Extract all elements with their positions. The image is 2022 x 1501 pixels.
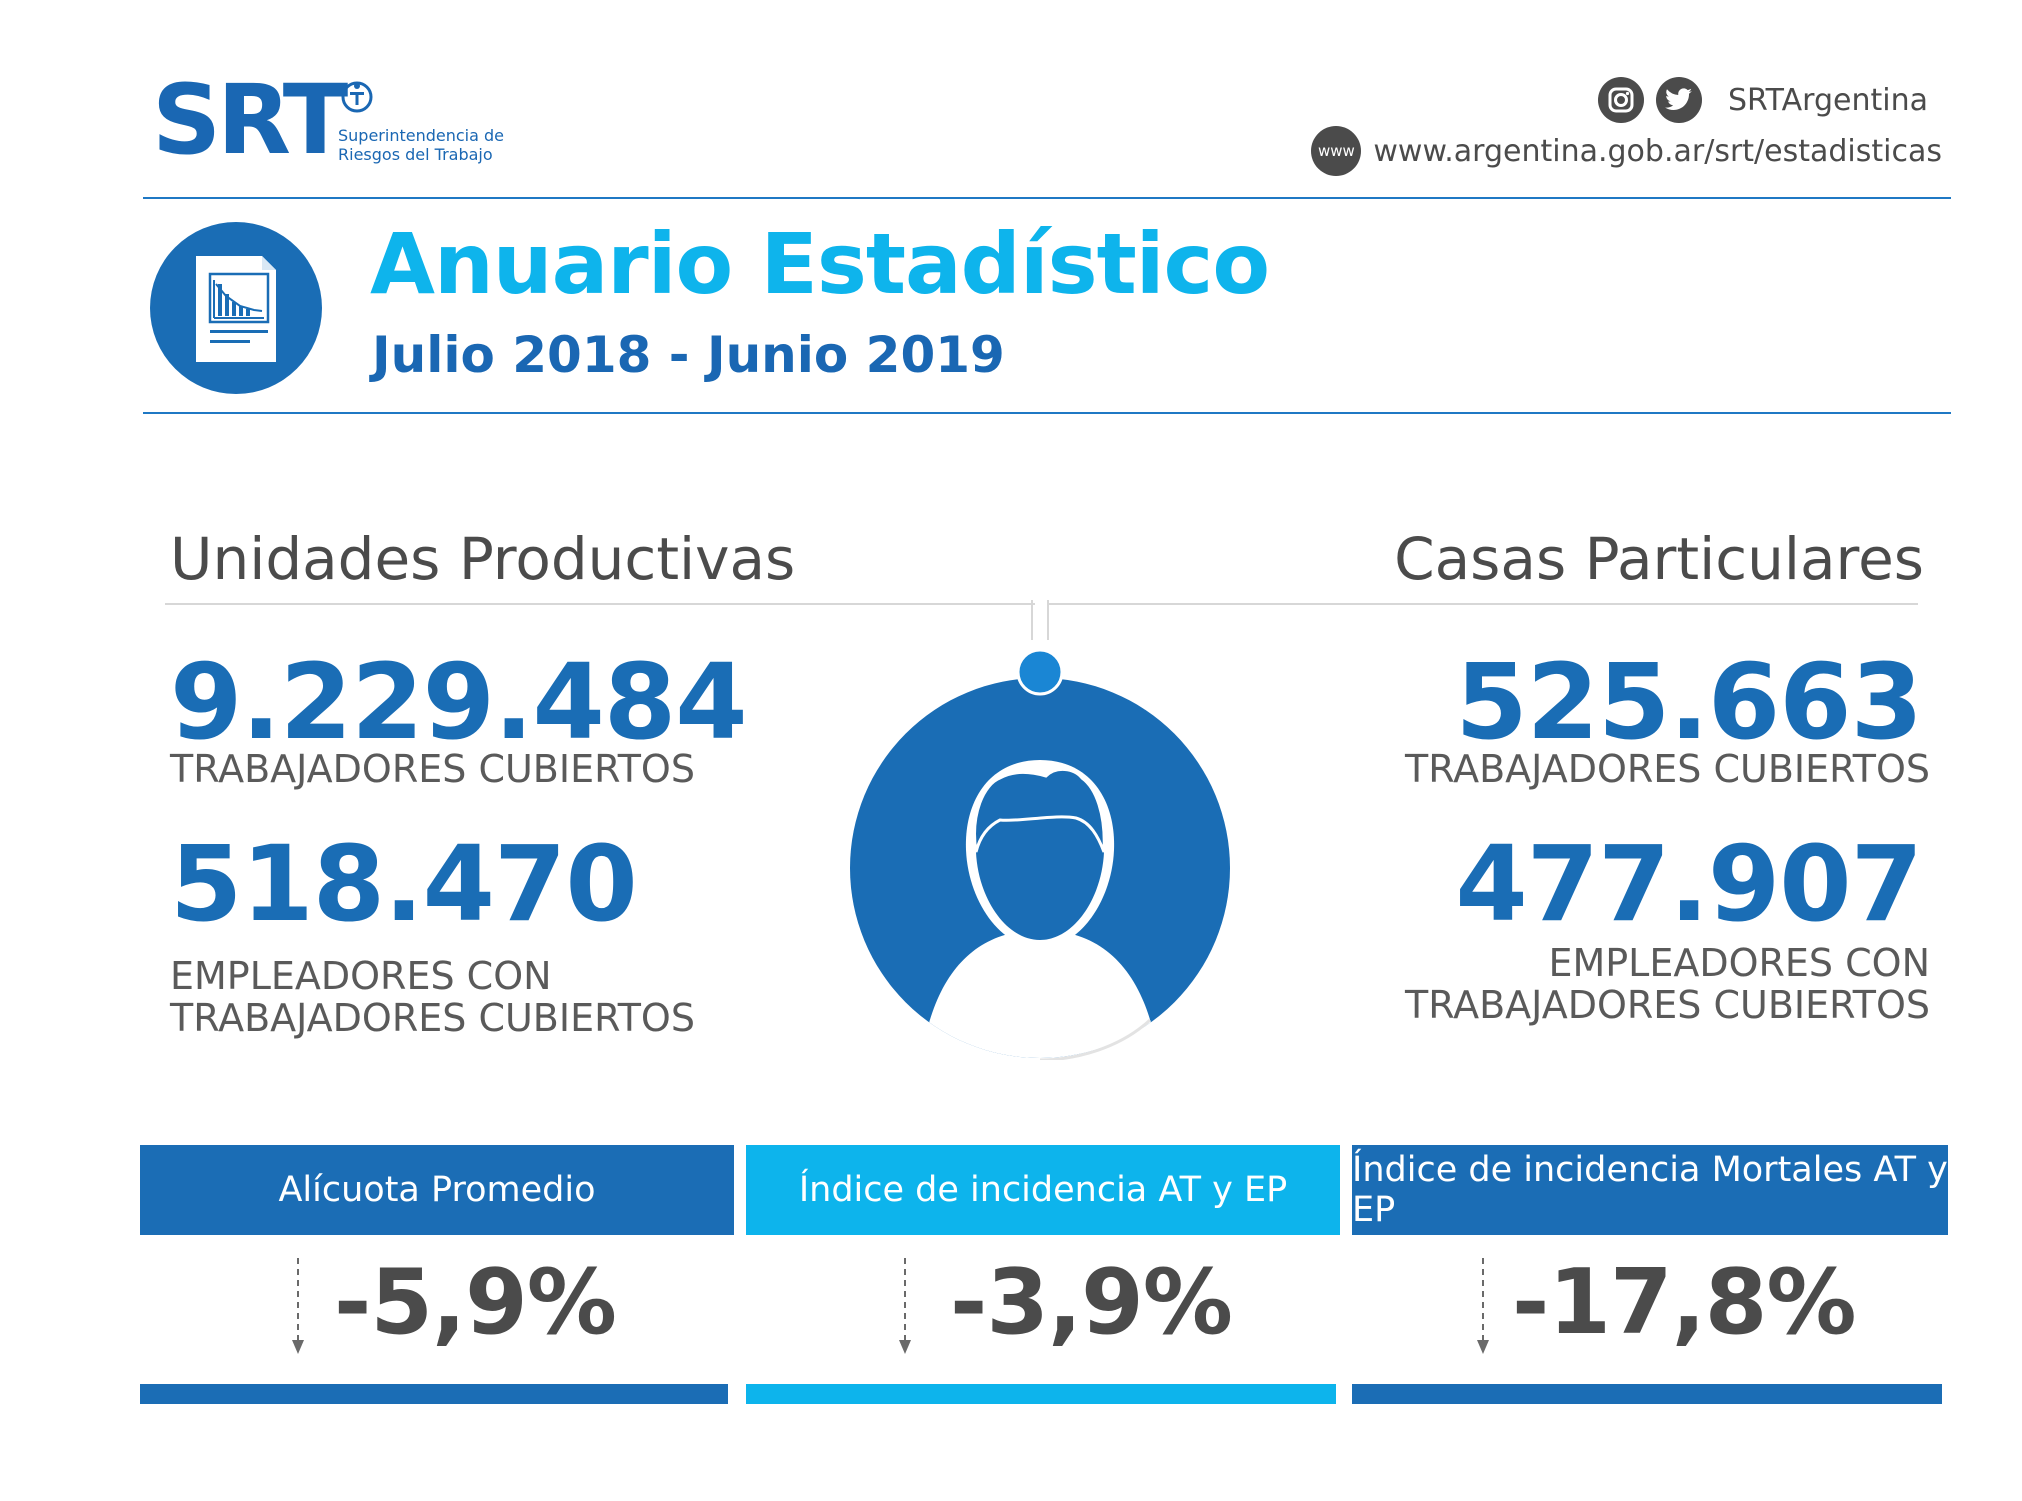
www-icon: www	[1311, 126, 1362, 176]
title-divider	[143, 412, 1951, 414]
header-divider	[143, 197, 1951, 199]
website-bar: www www.argentina.gob.ar/srt/estadistica…	[1311, 126, 1942, 176]
indicator-header-alicuota: Alícuota Promedio	[140, 1145, 734, 1235]
indicator-bar-incidencia	[746, 1384, 1336, 1404]
srt-logo: SRT Superintendencia de Riesgos del Trab…	[152, 62, 532, 172]
left-employers-label: EMPLEADORES CON TRABAJADORES CUBIERTOS	[170, 954, 695, 1040]
website-link[interactable]: www.argentina.gob.ar/srt/estadisticas	[1373, 133, 1942, 169]
indicator-value-alicuota: -5,9%	[334, 1250, 617, 1355]
indicator-bar-alicuota	[140, 1384, 728, 1404]
instagram-icon[interactable]	[1597, 77, 1644, 123]
social-bar: SRTArgentina	[1597, 77, 1928, 123]
logo-subtitle: Superintendencia de Riesgos del Trabajo	[338, 126, 504, 164]
page-title: Anuario Estadístico	[370, 215, 1270, 313]
right-employers-value: 477.907	[1455, 823, 1923, 945]
down-arrow-icon	[899, 1258, 911, 1354]
indicator-value-mortales: -17,8%	[1512, 1250, 1857, 1355]
right-employers-label: EMPLEADORES CON TRABAJADORES CUBIERTOS	[1405, 941, 1930, 1027]
down-arrow-icon	[292, 1258, 304, 1354]
left-divider	[165, 603, 1035, 605]
heading-unidades-productivas: Unidades Productivas	[170, 525, 796, 593]
indicator-header-incidencia: Índice de incidencia AT y EP	[746, 1145, 1340, 1235]
period-subtitle: Julio 2018 - Junio 2019	[372, 326, 1005, 384]
right-workers-label: TRABAJADORES CUBIERTOS	[1405, 747, 1930, 791]
report-circle	[150, 222, 322, 394]
right-workers-value: 525.663	[1455, 641, 1923, 763]
down-arrow-icon	[1477, 1258, 1489, 1354]
indicator-header-mortales: Índice de incidencia Mortales AT y EP	[1352, 1145, 1948, 1235]
social-handle[interactable]: SRTArgentina	[1727, 82, 1928, 118]
left-workers-label: TRABAJADORES CUBIERTOS	[170, 747, 695, 791]
logo-text: SRT	[152, 64, 348, 176]
document-chart-icon	[196, 256, 276, 362]
right-divider	[1048, 603, 1918, 605]
indicator-value-incidencia: -3,9%	[950, 1250, 1233, 1355]
indicator-bar-mortales	[1352, 1384, 1942, 1404]
twitter-icon[interactable]	[1655, 77, 1702, 123]
left-employers-value: 518.470	[170, 823, 638, 945]
logo-mark-icon	[341, 81, 373, 113]
person-icon	[850, 600, 1230, 1060]
left-workers-value: 9.229.484	[170, 641, 748, 763]
heading-casas-particulares: Casas Particulares	[1394, 525, 1924, 593]
